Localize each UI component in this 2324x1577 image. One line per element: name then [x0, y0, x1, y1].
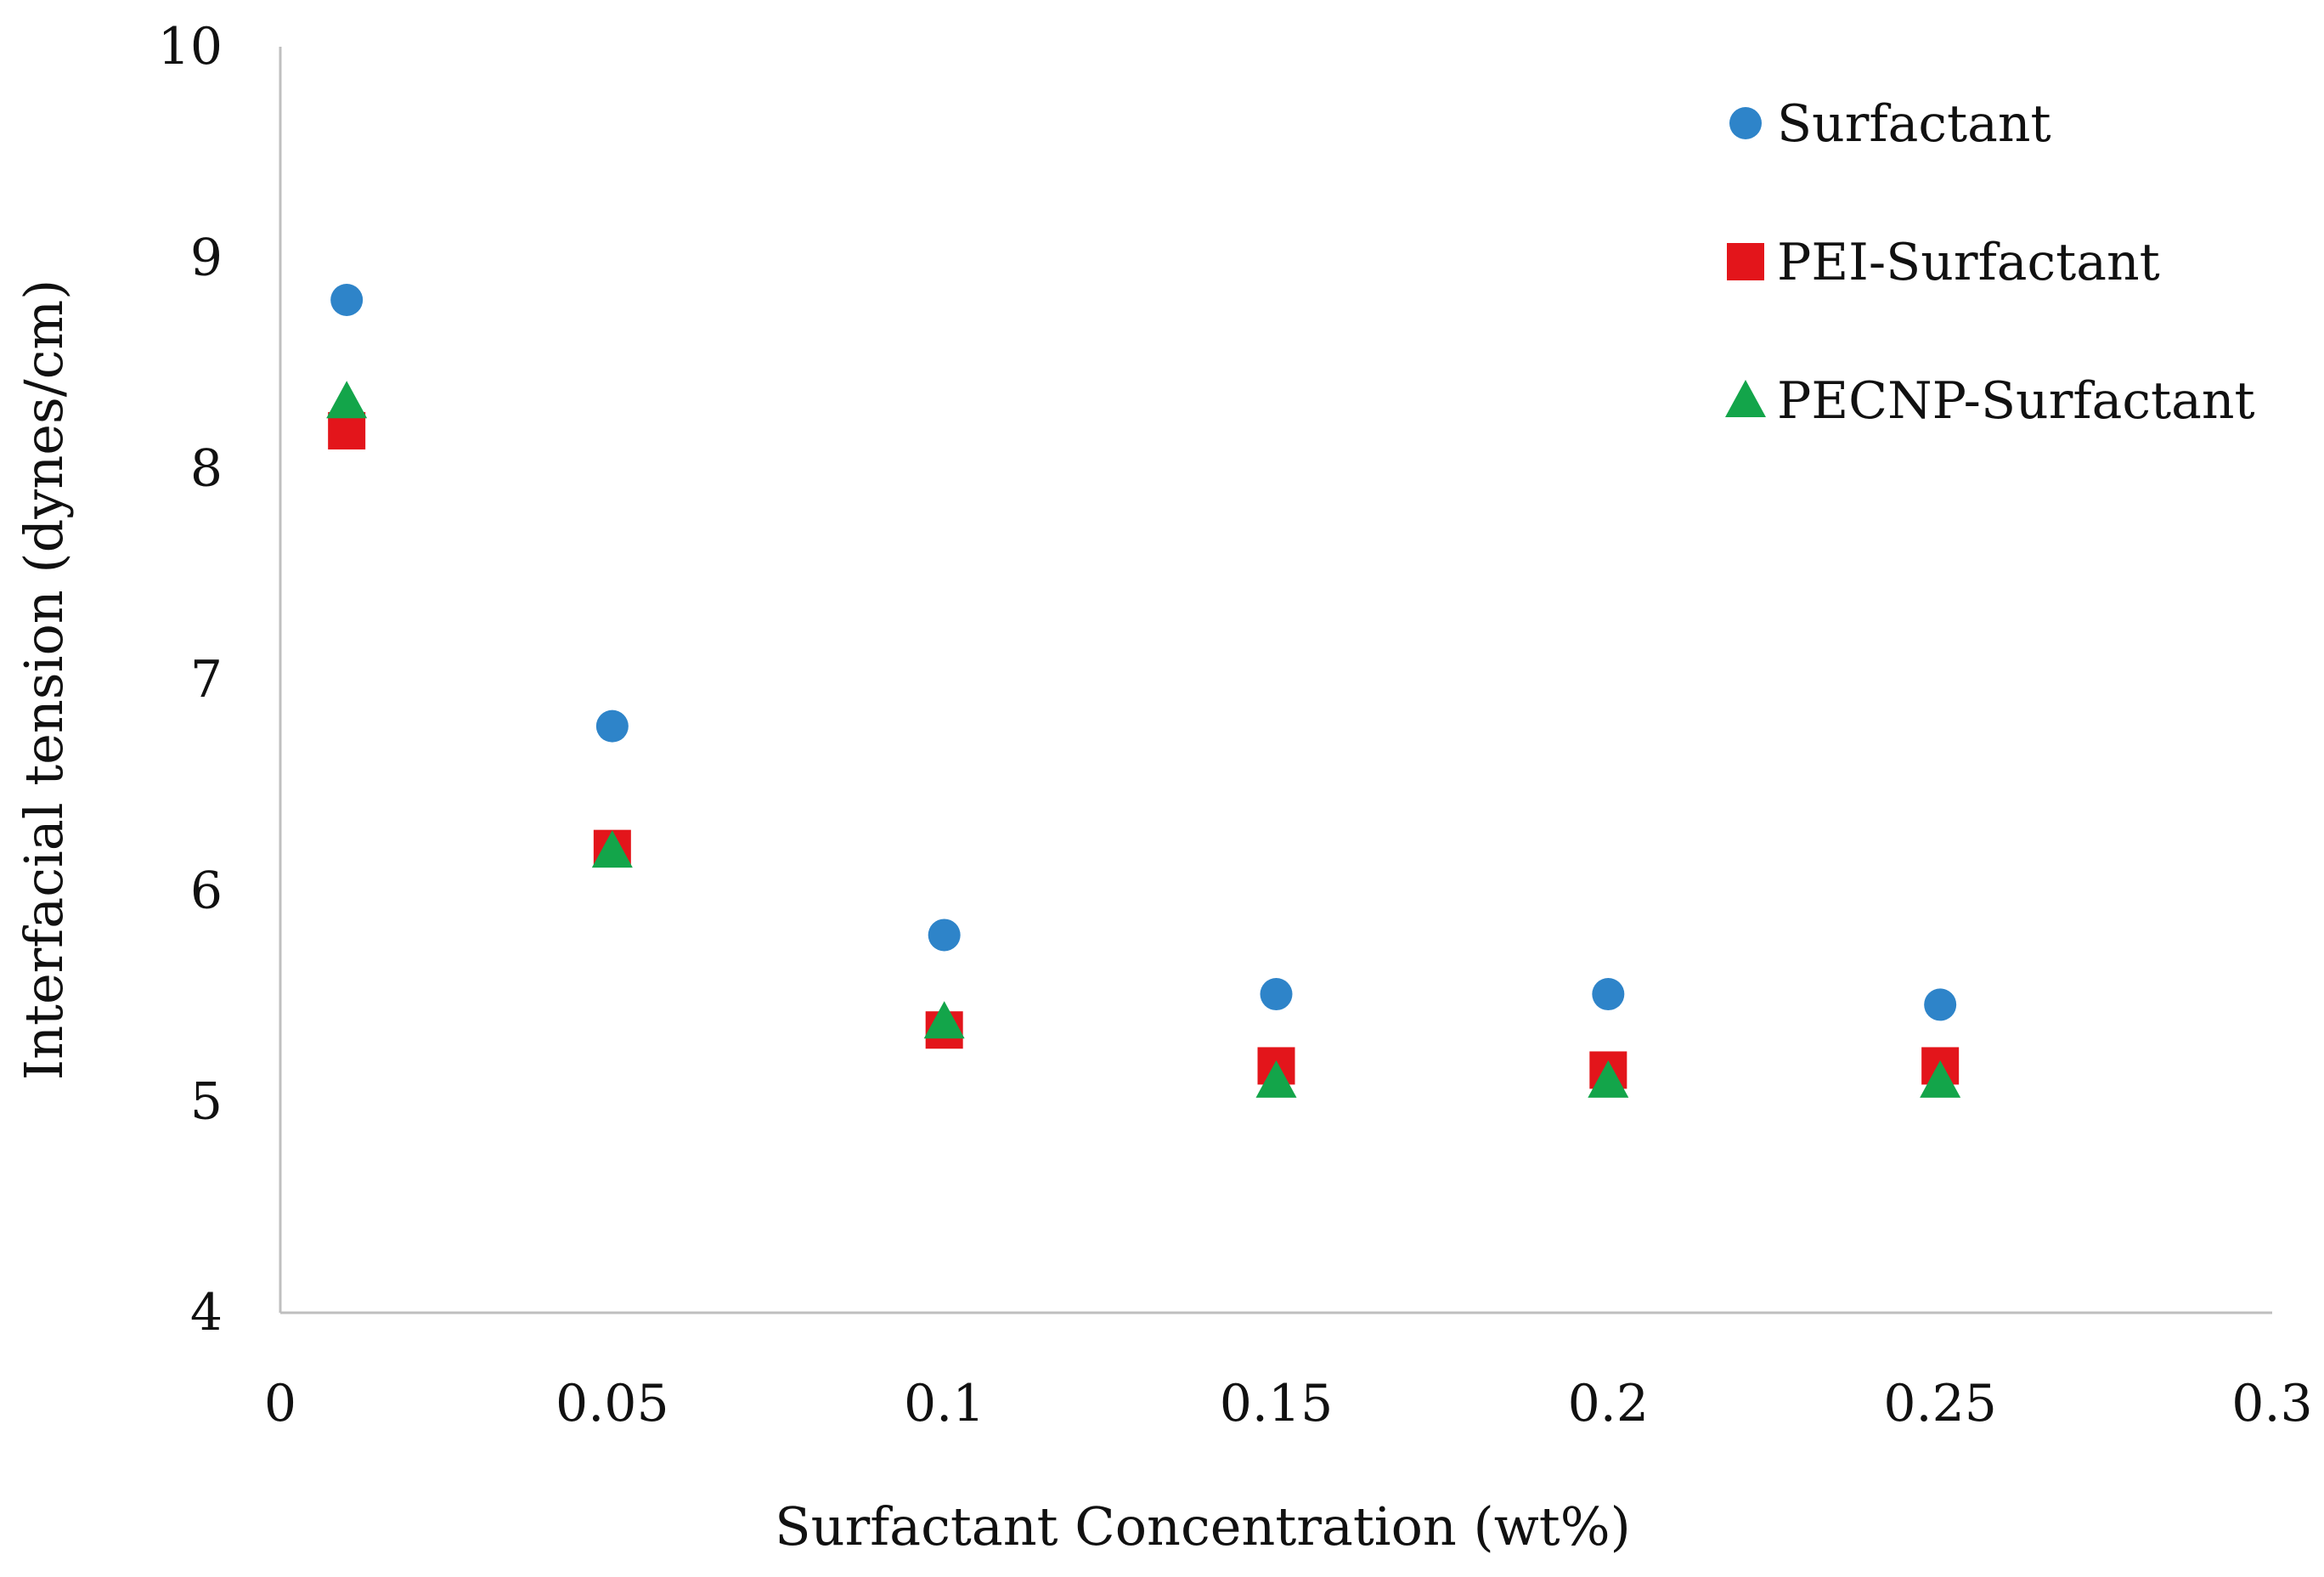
- y-tick-label: 5: [190, 1072, 223, 1132]
- x-tick-labels: 0 0.05 0.1 0.15 0.2 0.25 0.3: [264, 1374, 2313, 1433]
- legend: Surfactant PEI-Surfactant PECNP-Surfactant: [1725, 94, 2255, 431]
- x-tick-label: 0.1: [904, 1374, 984, 1433]
- data-point-triangle: [1588, 1060, 1629, 1098]
- legend-label: Surfactant: [1777, 94, 2051, 154]
- data-point-circle: [1260, 978, 1293, 1011]
- legend-label: PEI-Surfactant: [1777, 233, 2160, 292]
- y-tick-label: 9: [190, 228, 223, 287]
- y-tick-label: 7: [190, 650, 223, 709]
- data-point-triangle: [923, 1001, 965, 1039]
- data-point-circle: [928, 919, 961, 952]
- series-surfactant: [330, 284, 1957, 1021]
- data-point-square: [328, 411, 366, 449]
- legend-label: PECNP-Surfactant: [1777, 371, 2255, 431]
- legend-entry: PEI-Surfactant: [1727, 233, 2160, 292]
- y-tick-label: 6: [190, 861, 223, 920]
- data-point-triangle: [591, 830, 633, 868]
- legend-marker-circle: [1729, 107, 1762, 139]
- data-points: [326, 284, 1961, 1098]
- data-point-triangle: [1255, 1060, 1297, 1098]
- x-tick-label: 0.15: [1220, 1374, 1334, 1433]
- x-tick-label: 0.3: [2231, 1374, 2312, 1433]
- x-tick-label: 0: [264, 1374, 296, 1433]
- x-tick-label: 0.2: [1568, 1374, 1649, 1433]
- y-tick-label: 4: [190, 1283, 223, 1342]
- legend-entry: PECNP-Surfactant: [1725, 371, 2255, 431]
- legend-marker-triangle: [1725, 380, 1766, 417]
- data-point-triangle: [326, 381, 368, 419]
- axes: [279, 47, 2272, 1314]
- series-pei-surfactant: [328, 411, 1960, 1089]
- data-point-triangle: [1920, 1060, 1961, 1098]
- data-point-circle: [595, 709, 629, 743]
- y-tick-labels: 4 5 6 7 8 9 10: [158, 17, 223, 1342]
- legend-marker-square: [1727, 243, 1764, 280]
- x-tick-label: 0.05: [556, 1374, 669, 1433]
- y-axis-title: Interfacial tension (dynes/cm): [13, 280, 75, 1081]
- legend-entry: Surfactant: [1729, 94, 2051, 154]
- x-axis-title: Surfactant Concentration (wt%): [775, 1495, 1631, 1557]
- y-tick-label: 8: [190, 439, 223, 499]
- data-point-circle: [1924, 988, 1957, 1021]
- x-tick-label: 0.25: [1883, 1374, 1997, 1433]
- data-point-circle: [330, 284, 364, 316]
- data-point-circle: [1592, 978, 1625, 1011]
- series-pecnp-surfactant: [326, 381, 1961, 1098]
- y-tick-label: 10: [158, 17, 223, 76]
